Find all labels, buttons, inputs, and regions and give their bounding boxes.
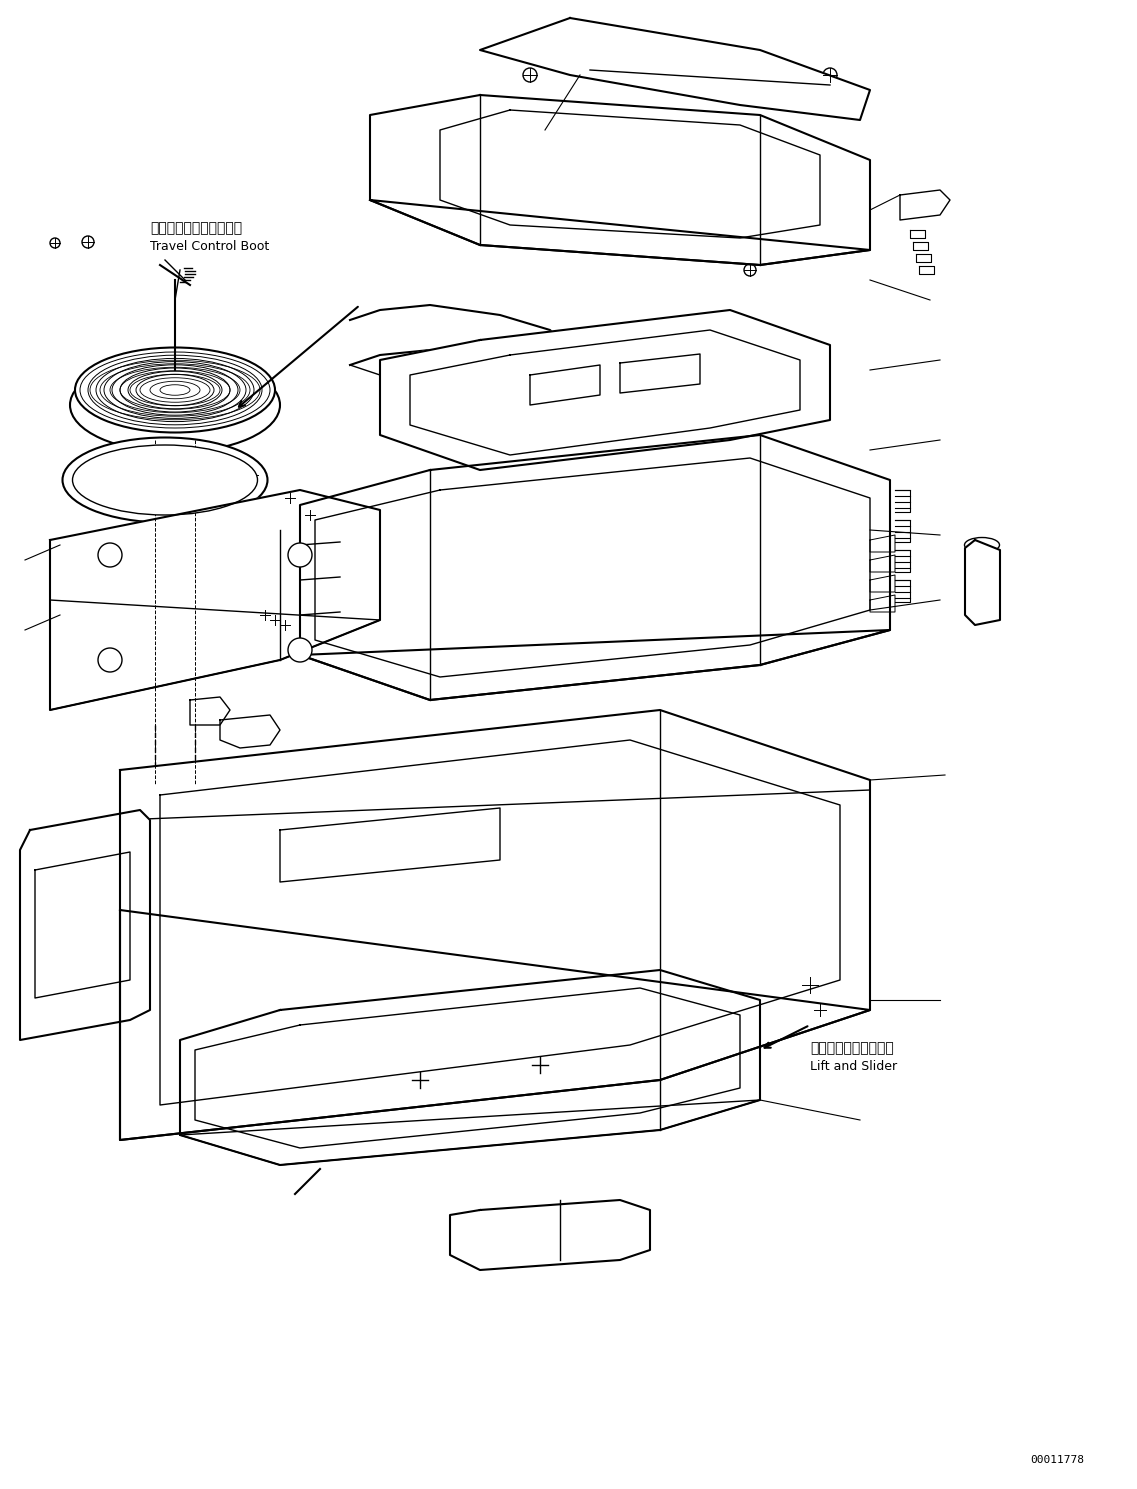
Text: Lift and Slider: Lift and Slider — [810, 1060, 897, 1074]
Polygon shape — [20, 810, 150, 1039]
Polygon shape — [450, 1200, 650, 1270]
Circle shape — [98, 543, 122, 567]
Text: Travel Control Boot: Travel Control Boot — [150, 240, 269, 253]
Polygon shape — [190, 697, 230, 725]
Text: リフトおよびスライダ: リフトおよびスライダ — [810, 1041, 894, 1056]
Polygon shape — [121, 710, 870, 1141]
Circle shape — [288, 637, 312, 663]
Ellipse shape — [75, 347, 275, 432]
Circle shape — [288, 543, 312, 567]
Polygon shape — [300, 435, 890, 700]
Polygon shape — [180, 969, 760, 1164]
Polygon shape — [380, 310, 830, 471]
Circle shape — [98, 648, 122, 672]
Polygon shape — [370, 95, 870, 265]
Polygon shape — [965, 541, 1001, 625]
Ellipse shape — [70, 357, 280, 453]
Text: 00011778: 00011778 — [1030, 1455, 1084, 1465]
Ellipse shape — [73, 445, 257, 515]
Polygon shape — [480, 18, 870, 121]
Polygon shape — [50, 490, 380, 710]
Text: 走行コントロールブート: 走行コントロールブート — [150, 220, 242, 235]
Ellipse shape — [63, 438, 267, 523]
Polygon shape — [901, 191, 951, 220]
Ellipse shape — [964, 538, 999, 552]
